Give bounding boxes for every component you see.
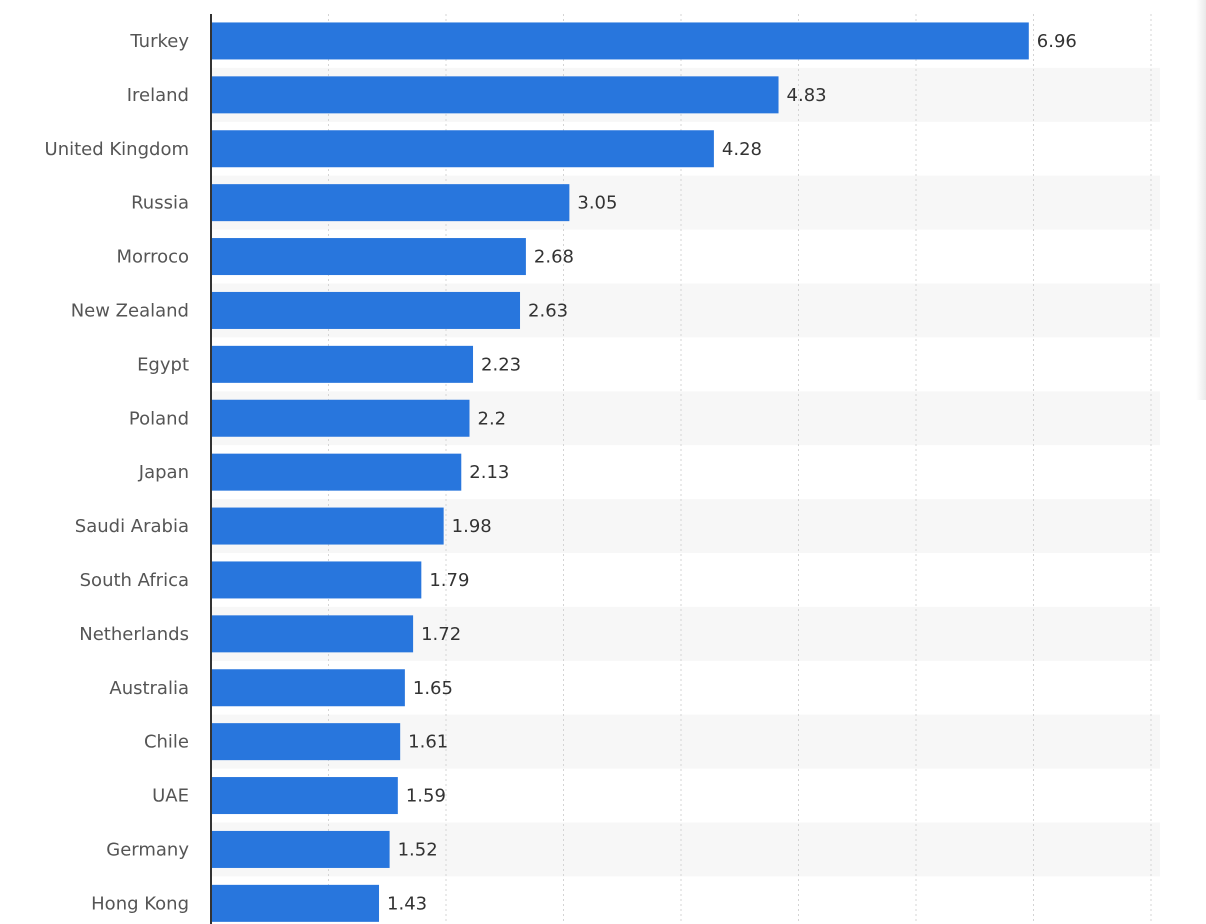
bar — [211, 76, 779, 114]
value-label: 2.2 — [478, 408, 507, 429]
value-label: 6.96 — [1037, 31, 1077, 52]
category-labels: Turkey Ireland United Kingdom Russia Morroco… — [45, 31, 190, 914]
bar — [211, 615, 414, 653]
bar — [211, 830, 390, 868]
bar — [211, 22, 1029, 60]
bar — [211, 130, 714, 168]
bar — [211, 507, 444, 545]
value-label: 4.28 — [722, 139, 762, 160]
edge-shade — [1196, 0, 1206, 400]
value-label: 2.23 — [481, 354, 521, 375]
category-label: Japan — [138, 462, 189, 483]
value-label: 1.79 — [429, 570, 469, 591]
category-label: Poland — [129, 408, 189, 429]
bar — [211, 238, 526, 276]
category-label: South Africa — [80, 570, 189, 591]
value-label: 1.43 — [387, 893, 427, 914]
bar — [211, 884, 380, 922]
bar — [211, 291, 521, 329]
category-label: Ireland — [127, 85, 189, 106]
value-label: 3.05 — [577, 193, 617, 214]
category-label: Egypt — [137, 354, 189, 375]
category-label: Chile — [144, 732, 189, 753]
category-label: Morroco — [116, 247, 189, 268]
value-label: 1.98 — [452, 516, 492, 537]
bar — [211, 399, 470, 437]
value-label: 1.72 — [421, 624, 461, 645]
bar — [211, 561, 422, 599]
category-label: New Zealand — [71, 300, 189, 321]
value-label: 1.52 — [398, 839, 438, 860]
category-label: United Kingdom — [45, 139, 189, 160]
value-labels: 6.96 4.83 4.28 3.05 2.68 2.63 2.23 2.2 2.13 1.98 1… — [387, 31, 1077, 914]
bar — [211, 184, 570, 222]
bar — [211, 723, 401, 761]
value-label: 1.59 — [406, 786, 446, 807]
value-label: 4.83 — [787, 85, 827, 106]
category-label: Russia — [131, 193, 189, 214]
category-label: Germany — [106, 839, 189, 860]
category-label: Hong Kong — [91, 893, 189, 914]
bar — [211, 669, 405, 707]
category-label: Turkey — [129, 31, 189, 52]
value-label: 2.68 — [534, 247, 574, 268]
bars — [211, 22, 1029, 922]
value-label: 2.63 — [528, 300, 568, 321]
bar — [211, 453, 462, 491]
bar — [211, 777, 398, 815]
category-label: UAE — [152, 786, 189, 807]
category-label: Netherlands — [79, 624, 189, 645]
value-label: 2.13 — [469, 462, 509, 483]
category-label: Saudi Arabia — [75, 516, 189, 537]
category-label: Australia — [109, 678, 189, 699]
value-label: 1.65 — [413, 678, 453, 699]
bar — [211, 345, 474, 383]
value-label: 1.61 — [408, 732, 448, 753]
